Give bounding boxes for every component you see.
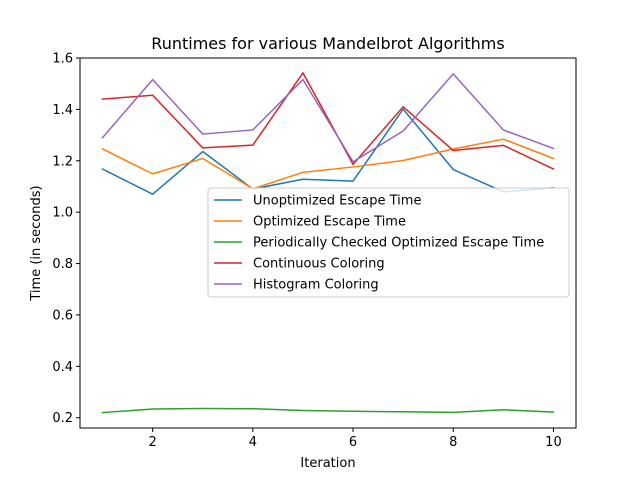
series-layer [101,72,555,414]
legend: Unoptimized Escape Time Optimized Escape … [207,187,570,298]
plot-frame [79,57,577,429]
legend-label: Optimized Escape Time [253,215,406,230]
x-tick-label: 2 [149,435,157,450]
y-tick-label: 0.6 [52,308,73,323]
x-tick-label: 4 [249,435,257,450]
y-tick-label: 1.2 [52,154,73,169]
x-tick-label: 10 [545,435,562,450]
x-tick-label: 6 [349,435,357,450]
y-tick-label: 0.2 [52,411,73,426]
series-line-4 [101,72,555,170]
y-tick-label: 0.8 [52,257,73,272]
series-line-2 [101,138,555,190]
legend-label: Periodically Checked Optimized Escape Ti… [253,236,544,251]
y-tick-label: 1.0 [52,206,73,221]
series-line-1 [101,108,555,195]
legend-label: Histogram Coloring [253,278,379,293]
legend-label: Continuous Coloring [253,257,385,272]
x-axis-label: Iteration [300,456,355,471]
y-axis-label: Time (in seconds) [29,185,44,301]
legend-box [207,187,570,298]
series-line-3 [101,407,555,414]
y-tick-label: 1.4 [52,103,73,118]
series-line-5 [101,73,555,163]
chart-title: Runtimes for various Mandelbrot Algorith… [151,34,504,53]
y-axis: 0.2 0.4 0.6 0.8 1.0 1.2 1.4 1.6 [52,52,80,426]
y-tick-label: 1.6 [52,52,73,67]
x-tick-label: 8 [449,435,457,450]
legend-label: Unoptimized Escape Time [253,194,421,209]
x-axis: 2 4 6 8 10 [149,428,562,450]
y-tick-label: 0.4 [52,360,73,375]
